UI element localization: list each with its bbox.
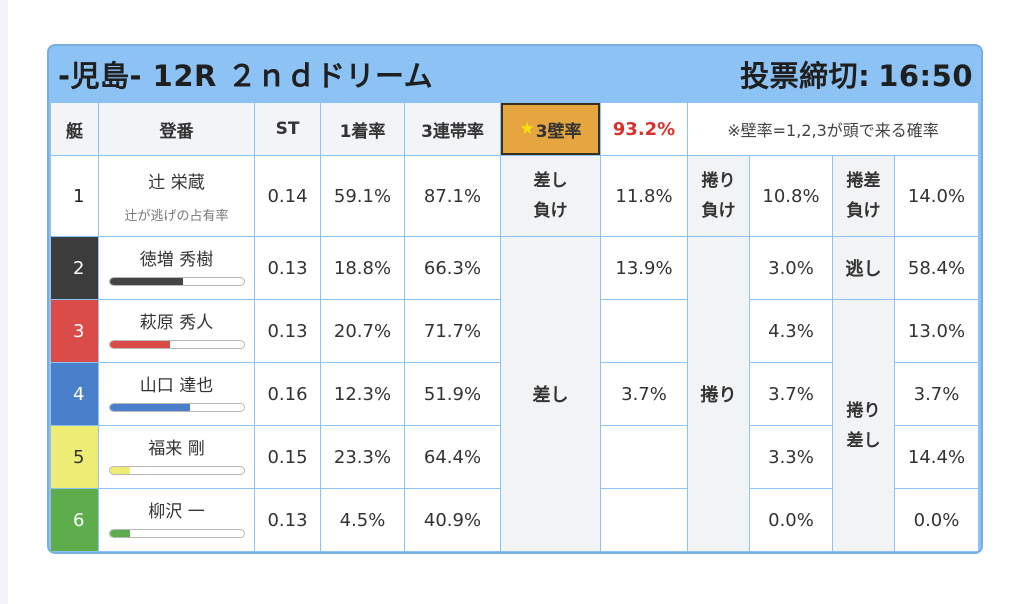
racer-name: 萩原 秀人 [139,313,214,333]
pattern-line: 捲り [701,171,736,191]
rating-bar [108,340,245,349]
makuri-value: 3.0% [750,237,832,299]
sashi-value [601,489,687,551]
makurizashi-make-value: 14.0% [895,156,978,236]
deadline-time: 16:50 [878,59,973,93]
racer-name: 山口 達也 [139,376,214,396]
st-value: 0.16 [255,363,320,425]
wall-rate-value: 93.2% [601,103,687,155]
first-rate-value: 18.8% [321,237,404,299]
racer-name: 柳沢 一 [148,502,205,522]
card-header: -児島- 12R ２ｎｄドリーム 投票締切: 16:50 [49,46,981,102]
star-icon: ★ [519,119,535,139]
pattern-line: 差し [846,430,881,451]
sashi-value [601,426,687,488]
makurizashi-value: 13.0% [895,300,978,362]
header-register: 登番 [99,103,254,155]
pattern-line: 負け [846,201,881,221]
pattern-line: 捲り [846,400,881,421]
rating-bar-fill [109,467,130,474]
makuri-make-value: 10.8% [750,156,832,236]
side-strip [0,0,8,604]
first-rate-value: 4.5% [321,489,404,551]
st-value: 0.13 [255,300,320,362]
top3-rate-value: 71.7% [405,300,500,362]
deadline: 投票締切: 16:50 [740,53,973,95]
pattern-makuri: 捲り [688,237,749,551]
st-value: 0.14 [255,156,320,236]
first-rate-value: 23.3% [321,426,404,488]
makurizashi-value: 14.4% [895,426,978,488]
racer-name: 徳増 秀樹 [139,250,214,270]
rating-bar-fill [109,530,130,537]
pattern-makurizashi: 捲り 差し [833,300,894,551]
boat-number-2: 2 [51,237,98,299]
makuri-value: 3.3% [750,426,832,488]
pattern-makurizashi-make: 捲差 負け [833,156,894,236]
rating-bar [108,403,245,412]
pattern-nige: 逃し [833,237,894,299]
top3-rate-value: 51.9% [405,363,500,425]
first-rate-value: 20.7% [321,300,404,362]
top3-rate-value: 66.3% [405,237,500,299]
top3-rate-value: 87.1% [405,156,500,236]
first-rate-value: 59.1% [321,156,404,236]
boat-number-3: 3 [51,300,98,362]
pattern-makuri-make: 捲り 負け [688,156,749,236]
sashi-value [601,300,687,362]
pattern-line: 負け [533,201,568,221]
makurizashi-value: 0.0% [895,489,978,551]
sashi-value: 13.9% [601,237,687,299]
racer-name: 福来 剛 [148,439,205,459]
racer-4[interactable]: 山口 達也 [99,363,254,425]
rating-bar [108,466,245,475]
header-st: ST [255,103,320,155]
nige-value: 58.4% [895,237,978,299]
pattern-line: 差し [533,171,568,191]
makuri-value: 4.3% [750,300,832,362]
makuri-value: 0.0% [750,489,832,551]
rating-bar-fill [109,341,170,348]
race-title: -児島- 12R ２ｎｄドリーム [58,59,434,93]
racer-5[interactable]: 福来 剛 [99,426,254,488]
sashi-value: 3.7% [601,363,687,425]
deadline-label: 投票締切: [740,59,871,93]
boat-number-6: 6 [51,489,98,551]
wall-rate-label: 3壁率 [535,121,582,142]
pattern-sashi-make: 差し 負け [501,156,600,236]
header-wall-rate[interactable]: ★ 3壁率 [501,103,600,155]
racer-3[interactable]: 萩原 秀人 [99,300,254,362]
header-top3-rate: 3連帯率 [405,103,500,155]
st-value: 0.13 [255,489,320,551]
rating-bar-fill [109,278,184,285]
makurizashi-value: 3.7% [895,363,978,425]
rating-bar [108,277,245,286]
sashi-make-value: 11.8% [601,156,687,236]
racer-2[interactable]: 徳増 秀樹 [99,237,254,299]
race-card: -児島- 12R ２ｎｄドリーム 投票締切: 16:50 艇 登番 ST 1着率 … [47,44,983,554]
makuri-value: 3.7% [750,363,832,425]
boat-number-5: 5 [51,426,98,488]
top3-rate-value: 40.9% [405,489,500,551]
racer-name: 辻 栄蔵 [148,173,205,193]
racer-1[interactable]: 辻 栄蔵 辻が逃げの占有率 [99,156,254,236]
pattern-line: 捲差 [846,171,881,191]
first-rate-value: 12.3% [321,363,404,425]
st-value: 0.15 [255,426,320,488]
rating-bar [108,529,245,538]
boat-number-1: 1 [51,156,98,236]
st-value: 0.13 [255,237,320,299]
header-first-rate: 1着率 [321,103,404,155]
pattern-line: 負け [701,201,736,221]
rating-bar-fill [109,404,190,411]
pattern-sashi: 差し [501,237,600,551]
nige-share-label: 辻が逃げの占有率 [124,209,229,224]
header-boat: 艇 [51,103,98,155]
boat-number-4: 4 [51,363,98,425]
racer-6[interactable]: 柳沢 一 [99,489,254,551]
top3-rate-value: 64.4% [405,426,500,488]
wall-rate-note: ※壁率=1,2,3が頭で来る確率 [688,103,978,155]
